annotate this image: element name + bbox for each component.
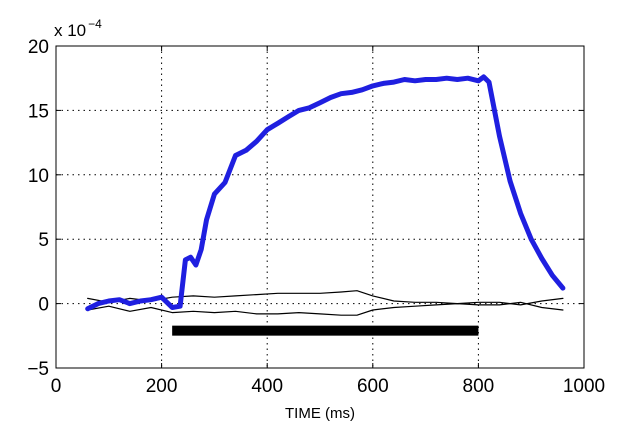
series-layer — [85, 74, 566, 336]
x-tick-label: 600 — [357, 376, 389, 397]
series-line-main — [85, 74, 566, 312]
x-tick-label: 0 — [51, 376, 62, 397]
y-tick-label: 10 — [28, 166, 49, 187]
x-tick-label: 1000 — [563, 376, 605, 397]
x-tick-label: 800 — [463, 376, 495, 397]
y-tick-label: 5 — [38, 230, 49, 251]
y-tick-label: 20 — [28, 37, 49, 58]
stimulus-bar — [172, 325, 479, 336]
y-tick-label: 0 — [38, 295, 49, 316]
y-tick-label: −5 — [27, 359, 49, 380]
x-axis-label: TIME (ms) — [285, 405, 355, 422]
plot-frame — [55, 45, 585, 369]
grid-lines — [56, 46, 584, 368]
series-line-envelope — [87, 301, 564, 316]
series-line-envelope — [87, 290, 564, 306]
x-tick-label: 200 — [146, 376, 178, 397]
y-tick-label: 15 — [28, 101, 49, 122]
x-tick-label: 400 — [251, 376, 283, 397]
axis-ticks — [55, 45, 585, 369]
y-scale-label: x 10 −4 — [54, 17, 102, 40]
